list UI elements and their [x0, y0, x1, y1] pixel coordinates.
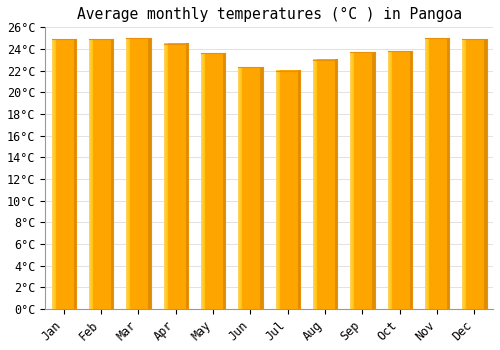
Title: Average monthly temperatures (°C ) in Pangoa: Average monthly temperatures (°C ) in Pa…: [76, 7, 462, 22]
